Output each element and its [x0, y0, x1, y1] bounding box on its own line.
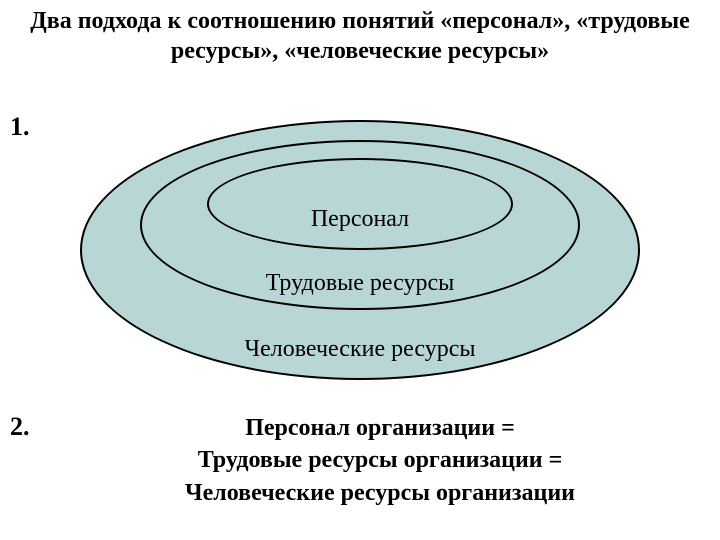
ellipse-middle-label: Трудовые ресурсы: [80, 270, 640, 297]
page-title: Два подхода к соотношению понятий «персо…: [0, 0, 720, 66]
equation-line-3: Человеческие ресурсы организации: [120, 477, 640, 509]
section-1-number: 1.: [10, 112, 30, 142]
ellipse-inner-label: Персонал: [80, 206, 640, 233]
equation-line-2: Трудовые ресурсы организации =: [120, 444, 640, 476]
section-2-number: 2.: [10, 412, 30, 442]
ellipse-outer-label: Человеческие ресурсы: [80, 336, 640, 363]
ellipse-inner: [207, 158, 513, 250]
nested-ellipse-diagram: Персонал Трудовые ресурсы Человеческие р…: [80, 120, 640, 380]
equation-line-1: Персонал организации =: [120, 412, 640, 444]
equation-block: Персонал организации = Трудовые ресурсы …: [120, 412, 640, 509]
